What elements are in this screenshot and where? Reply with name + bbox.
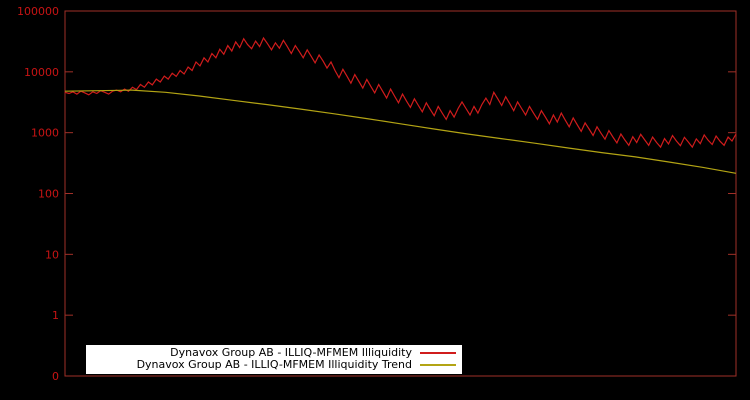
legend-line-sample-trend bbox=[420, 364, 456, 366]
legend-line-sample-illiquidity bbox=[420, 352, 456, 354]
y-tick-label: 10000 bbox=[24, 66, 59, 79]
y-tick-label: 10 bbox=[45, 248, 59, 261]
y-tick-label: 100 bbox=[38, 188, 59, 201]
illiquidity-line bbox=[64, 36, 737, 149]
y-tick-label: 100000 bbox=[17, 5, 59, 18]
legend-label-trend: Dynavox Group AB - ILLIQ-MFMEM Illiquidi… bbox=[136, 358, 412, 371]
y-tick-label: 0 bbox=[52, 370, 59, 383]
y-tick-label: 1000 bbox=[31, 127, 59, 140]
plot-border bbox=[64, 10, 737, 377]
illiquidity-trend-line bbox=[64, 89, 737, 174]
chart-legend: Dynavox Group AB - ILLIQ-MFMEM Illiquidi… bbox=[86, 345, 462, 374]
y-tick-label: 1 bbox=[52, 309, 59, 322]
legend-entry-illiquidity: Dynavox Group AB - ILLIQ-MFMEM Illiquidi… bbox=[92, 347, 456, 359]
legend-entry-trend: Dynavox Group AB - ILLIQ-MFMEM Illiquidi… bbox=[92, 359, 456, 371]
legend-label-illiquidity: Dynavox Group AB - ILLIQ-MFMEM Illiquidi… bbox=[170, 346, 412, 359]
